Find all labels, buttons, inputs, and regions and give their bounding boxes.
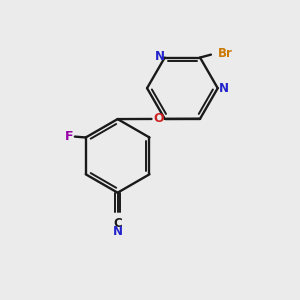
Text: N: N bbox=[112, 225, 123, 238]
Text: F: F bbox=[65, 130, 73, 142]
Text: Br: Br bbox=[218, 47, 232, 60]
Text: C: C bbox=[113, 217, 122, 230]
Text: N: N bbox=[219, 82, 229, 95]
Text: N: N bbox=[154, 50, 164, 63]
Text: O: O bbox=[154, 112, 164, 125]
